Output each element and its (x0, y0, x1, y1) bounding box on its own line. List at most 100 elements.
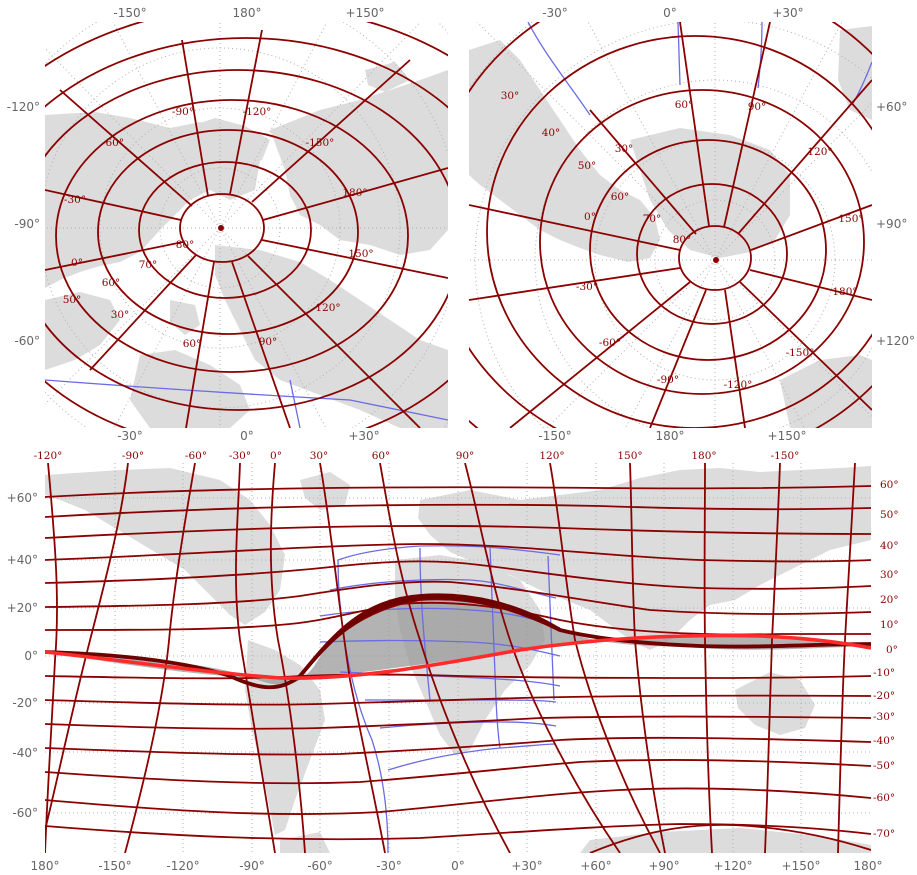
north-lon-label: -120° (243, 106, 272, 118)
north-lon-label: 0° (71, 257, 83, 269)
south-lat-label: 40° (542, 127, 561, 139)
south-pole-marker (713, 257, 719, 263)
south-lon-label: -120° (724, 379, 753, 391)
main-right-label: 60° (880, 479, 899, 491)
south-lon-label: -30° (576, 281, 598, 293)
south-lon-label: 0° (584, 211, 596, 223)
south-lat-label: 70° (643, 213, 662, 225)
north-left-tick: -60° (14, 334, 40, 348)
south-top-tick: +30° (772, 6, 803, 20)
north-lat-label: 70° (139, 259, 158, 271)
south-lon-label: 180° (832, 286, 857, 298)
north-lon-label: 30° (111, 309, 130, 321)
south-lon-label: -90° (657, 374, 679, 386)
boundary-curve-upper (298, 593, 562, 678)
south-top-tick: 0° (663, 6, 677, 20)
main-bottom-tick: -90° (239, 859, 265, 873)
main-shaded-region (45, 595, 871, 685)
south-land (469, 26, 872, 428)
south-lon-label: 120° (807, 146, 832, 158)
main-right-label: 30° (880, 569, 899, 581)
south-coordinate-labels: 90° 60° 120° 30° 150° 0° 180° -30° -150°… (501, 90, 864, 391)
south-lat-label: 50° (578, 160, 597, 172)
main-right-label: 10° (880, 619, 899, 631)
south-right-tick: +120° (876, 334, 915, 348)
north-lon-label: -60° (102, 137, 124, 149)
main-top-label: 60° (372, 450, 391, 462)
main-top-label: -60° (185, 450, 207, 462)
north-left-tick: -120° (7, 100, 40, 114)
south-lat-label: 80° (673, 234, 692, 246)
main-right-label: -50° (873, 760, 895, 772)
south-lat-label: 60° (611, 191, 630, 203)
north-lon-label: -90° (172, 106, 194, 118)
main-bottom-tick: +120° (714, 859, 753, 873)
main-right-label: -60° (873, 792, 895, 804)
main-right-label: 0° (886, 644, 898, 656)
main-right-label: -40° (873, 735, 895, 747)
south-lon-label: -150° (786, 347, 815, 359)
north-bottom-tick: -30° (117, 429, 143, 443)
main-top-labels: -120° -90° -60° -30° 0° 30° 60° 90° 120°… (34, 450, 800, 462)
south-right-tick: +90° (876, 217, 907, 231)
main-left-tick: +40° (7, 553, 38, 567)
north-lon-label: -150° (306, 137, 335, 149)
north-top-tick: -150° (113, 6, 146, 20)
main-top-label: -150° (771, 450, 800, 462)
main-top-label: -30° (229, 450, 251, 462)
main-top-label: 180° (691, 450, 716, 462)
main-bottom-ticks: 180° -150° -120° -90° -60° -30° 0° +30° … (31, 859, 883, 873)
shaded-region (45, 595, 871, 685)
main-bottom-tick: +150° (782, 859, 821, 873)
south-polar-panel: 90° 60° 120° 30° 150° 0° 180° -30° -150°… (469, 6, 915, 443)
north-lon-label: 60° (183, 338, 202, 350)
main-bottom-tick: -60° (307, 859, 333, 873)
south-coordinate-grid (469, 22, 872, 428)
main-left-tick: 0° (24, 649, 38, 663)
north-pole-marker (218, 225, 224, 231)
main-top-label: 90° (456, 450, 475, 462)
south-footprint (527, 22, 872, 116)
south-lon-label: 90° (748, 101, 767, 113)
north-lat-label: 80° (176, 239, 195, 251)
north-lat-label: 60° (102, 277, 121, 289)
north-lon-label: 180° (342, 187, 367, 199)
main-right-label: -30° (873, 711, 895, 723)
south-bottom-tick: +150° (768, 429, 807, 443)
south-lon-label: 60° (675, 99, 694, 111)
main-right-label: -10° (873, 667, 895, 679)
main-left-tick: -40° (12, 746, 38, 760)
main-top-label: 30° (310, 450, 329, 462)
main-map-panel: -120° -90° -60° -30° 0° 30° 60° 90° 120°… (7, 450, 899, 873)
north-top-tick: +150° (346, 6, 385, 20)
main-left-tick: -60° (12, 806, 38, 820)
south-lat-label: 30° (501, 90, 520, 102)
south-bottom-tick: -150° (538, 429, 571, 443)
north-bottom-tick: 0° (240, 429, 254, 443)
north-lon-label: -30° (64, 194, 86, 206)
main-bottom-tick: -120° (166, 859, 199, 873)
main-bottom-tick: 180° (31, 859, 60, 873)
main-right-label: -70° (873, 828, 895, 840)
main-bottom-tick: 180° (854, 859, 883, 873)
main-bottom-tick: +30° (511, 859, 542, 873)
south-bottom-tick: 180° (656, 429, 685, 443)
main-bottom-tick: +60° (580, 859, 611, 873)
south-right-tick: +60° (876, 100, 907, 114)
north-lon-label: 150° (348, 248, 373, 260)
north-left-tick: -90° (14, 217, 40, 231)
main-right-label: 50° (880, 509, 899, 521)
south-top-tick: -30° (542, 6, 568, 20)
main-left-tick: -20° (12, 696, 38, 710)
north-polar-panel: -90° -120° -60° -150° -30° 180° 0° 150° … (7, 6, 448, 443)
main-bottom-tick: -30° (376, 859, 402, 873)
galactic-plane-curve (45, 633, 871, 680)
main-top-label: 120° (539, 450, 564, 462)
north-bottom-tick: +30° (348, 429, 379, 443)
main-right-label: -20° (873, 690, 895, 702)
main-bottom-tick: +90° (648, 859, 679, 873)
main-left-tick: +60° (7, 491, 38, 505)
south-lon-label: -60° (599, 337, 621, 349)
main-bottom-tick: -150° (98, 859, 131, 873)
